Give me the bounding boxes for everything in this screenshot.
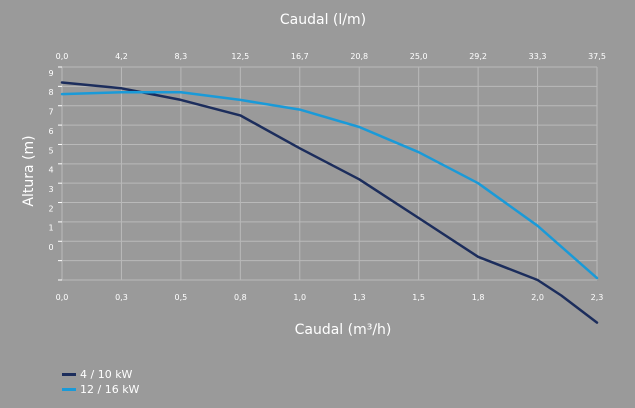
y-axis-tick-label: 4 bbox=[48, 166, 53, 175]
y-axis-tick-label: 6 bbox=[48, 127, 53, 136]
bottom-axis-tick-label: 0,3 bbox=[115, 293, 128, 302]
bottom-axis-tick-label: 0,5 bbox=[175, 293, 188, 302]
series-lines bbox=[60, 81, 599, 324]
bottom-axis-tick-label: 0,8 bbox=[234, 293, 247, 302]
y-axis-tick-label: 5 bbox=[48, 146, 53, 155]
top-axis-tick-label: 20,8 bbox=[350, 52, 368, 61]
top-axis-tick-label: 12,5 bbox=[231, 52, 249, 61]
legend-label-series-2: 12 / 16 kW bbox=[80, 383, 140, 396]
top-axis-title: Caudal (l/m) bbox=[280, 12, 366, 28]
y-axis-ticks: 9 8 7 6 5 4 3 2 1 0 bbox=[48, 69, 53, 252]
y-axis-tick-label: 1 bbox=[48, 224, 53, 233]
legend: 4 / 10 kW 12 / 16 kW bbox=[62, 367, 139, 397]
top-axis-tick-label: 33,3 bbox=[529, 52, 547, 61]
bottom-axis-tick-label: 1,0 bbox=[293, 293, 306, 302]
legend-item-series-2: 12 / 16 kW bbox=[62, 382, 139, 397]
bottom-axis-tick-label: 1,3 bbox=[353, 293, 366, 302]
top-axis-tick-label: 0,0 bbox=[56, 52, 69, 61]
y-axis-tick-label: 0 bbox=[48, 243, 53, 252]
grid bbox=[58, 66, 598, 281]
legend-swatch-series-1 bbox=[62, 373, 76, 376]
series-line-2 bbox=[60, 90, 599, 280]
legend-swatch-series-2 bbox=[62, 388, 76, 391]
top-axis-tick-label: 8,3 bbox=[175, 52, 188, 61]
bottom-axis-tick-label: 1,5 bbox=[412, 293, 425, 302]
y-axis-tick-label: 9 bbox=[48, 69, 53, 78]
bottom-axis-title: Caudal (m³/h) bbox=[295, 322, 392, 338]
top-axis-tick-label: 29,2 bbox=[469, 52, 487, 61]
y-axis-tick-label: 8 bbox=[48, 88, 53, 97]
bottom-axis-tick-label: 0,0 bbox=[56, 293, 69, 302]
legend-label-series-1: 4 / 10 kW bbox=[80, 368, 133, 381]
legend-item-series-1: 4 / 10 kW bbox=[62, 367, 139, 382]
series-line-1 bbox=[60, 81, 599, 324]
top-axis-tick-label: 37,5 bbox=[588, 52, 606, 61]
top-axis-tick-label: 16,7 bbox=[291, 52, 309, 61]
y-axis-tick-label: 3 bbox=[48, 185, 53, 194]
y-axis-tick-label: 7 bbox=[48, 108, 53, 117]
bottom-axis-tick-label: 1,8 bbox=[472, 293, 485, 302]
top-axis-ticks: 0,0 4,2 8,3 12,5 16,7 20,8 25,0 29,2 33,3 37,5 bbox=[56, 52, 606, 61]
top-axis-tick-label: 25,0 bbox=[410, 52, 428, 61]
bottom-axis-tick-label: 2,0 bbox=[531, 293, 544, 302]
bottom-axis-tick-label: 2,3 bbox=[591, 293, 604, 302]
bottom-axis-ticks: 0,0 0,3 0,5 0,8 1,0 1,3 1,5 1,8 2,0 2,3 bbox=[56, 293, 604, 302]
top-axis-tick-label: 4,2 bbox=[115, 52, 128, 61]
y-axis-tick-label: 2 bbox=[48, 204, 53, 213]
y-axis-title: Altura (m) bbox=[21, 135, 37, 206]
